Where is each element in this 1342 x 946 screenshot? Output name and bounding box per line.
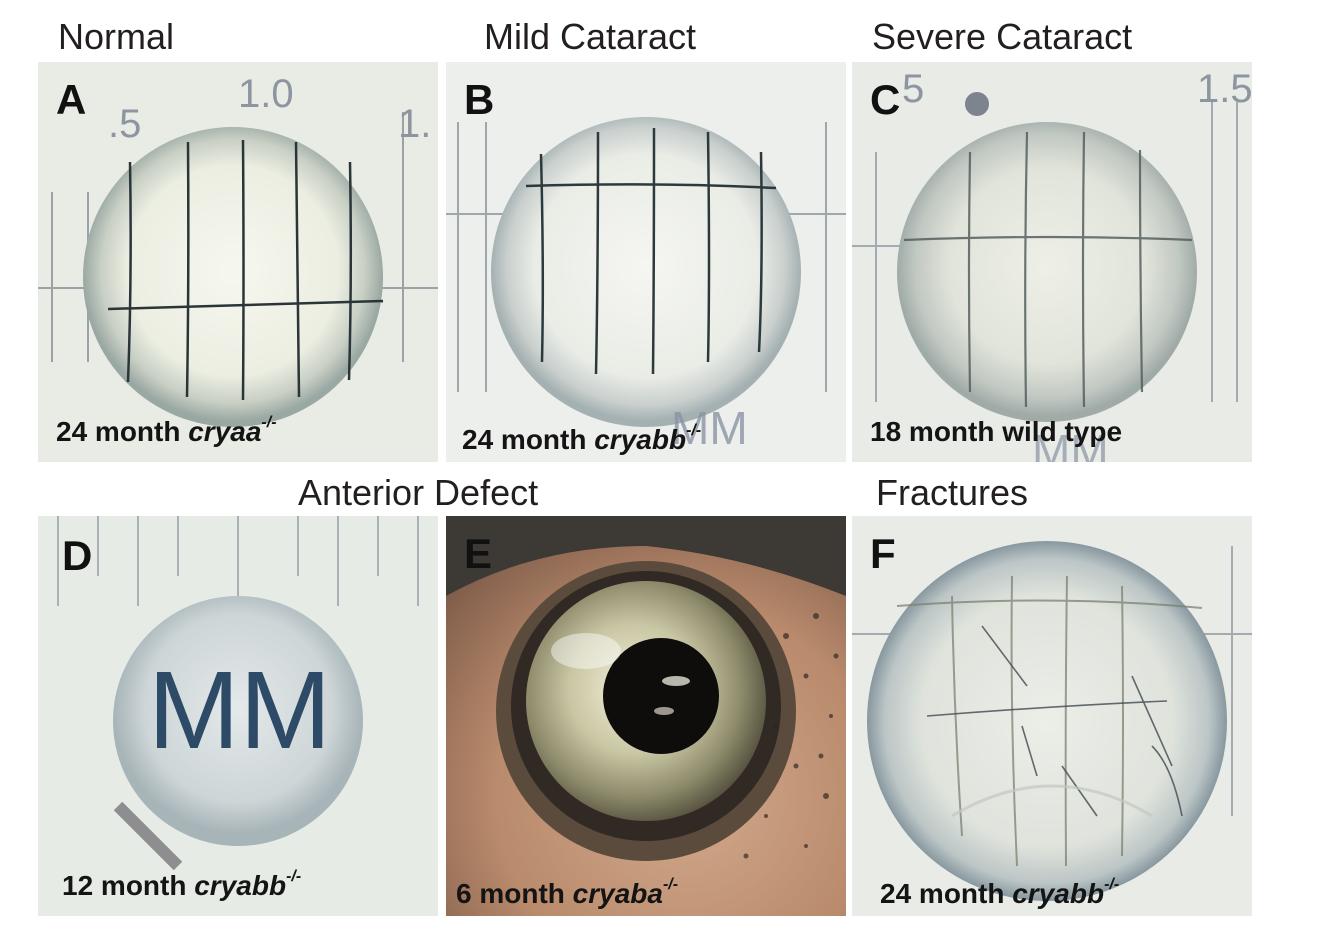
title-normal: Normal xyxy=(58,16,175,57)
fish-eye-image-e xyxy=(446,516,846,916)
ruler-label-a-1: .5 xyxy=(108,102,141,146)
panel-d: MM D 12 month cryabb-/- xyxy=(38,516,438,916)
caption-e: 6 month cryaba-/- xyxy=(456,875,679,910)
ruler-label-c-1: 5 xyxy=(902,67,924,111)
panel-letter-e: E xyxy=(464,530,493,577)
caption-e-genotype: -/- xyxy=(662,875,679,893)
caption-f-genotype: -/- xyxy=(1104,875,1120,893)
caption-f-gene: cryabb xyxy=(1012,878,1105,909)
ruler-label-a-3: 1. xyxy=(398,102,431,146)
caption-e-prefix: 6 month xyxy=(456,878,573,909)
panel-b: MM B 24 month cryabb-/- xyxy=(446,62,846,462)
panel-a: .5 1.0 1. A 24 month cryaa-/- xyxy=(38,62,438,462)
ruler-label-a-2: 1.0 xyxy=(238,72,294,116)
lens-image-c: 5 1.5 MM xyxy=(852,62,1252,462)
caption-f: 24 month cryabb-/- xyxy=(880,875,1120,910)
caption-f-prefix: 24 month xyxy=(880,878,1013,909)
caption-d-genotype: -/- xyxy=(286,867,302,885)
lens-image-f xyxy=(852,516,1252,916)
panel-letter-d: D xyxy=(62,532,93,579)
panel-letter-b: B xyxy=(464,76,495,123)
caption-c: 18 month wild type xyxy=(870,416,1122,448)
title-fractures: Fractures xyxy=(876,472,1029,513)
caption-a: 24 month cryaa-/- xyxy=(56,413,277,448)
lens-text-d: MM xyxy=(148,649,331,772)
panel-c: 5 1.5 MM C 18 month wild type xyxy=(852,62,1252,462)
caption-d-prefix: 12 month xyxy=(62,870,195,901)
caption-a-genotype: -/- xyxy=(261,413,277,431)
panel-letter-c: C xyxy=(870,76,901,123)
panel-f: F 24 month cryabb-/- xyxy=(852,516,1252,916)
lens-image-a: .5 1.0 1. xyxy=(38,62,438,462)
lens-image-b: MM xyxy=(446,62,846,462)
lens-image-d: MM xyxy=(38,516,438,916)
panel-letter-f: F xyxy=(870,530,896,577)
caption-b-prefix: 24 month xyxy=(462,424,595,455)
caption-b: 24 month cryabb-/- xyxy=(462,421,702,456)
title-anterior-defect: Anterior Defect xyxy=(298,472,539,513)
ruler-label-c-2: 1.5 xyxy=(1197,67,1252,111)
panel-letter-a: A xyxy=(56,76,87,123)
caption-d-gene: cryabb xyxy=(194,870,287,901)
panel-e: E 6 month cryaba-/- xyxy=(446,516,846,916)
ruler-label-b-1: MM xyxy=(671,402,748,454)
caption-b-genotype: -/- xyxy=(686,421,702,439)
title-severe-cataract: Severe Cataract xyxy=(872,16,1133,57)
caption-c-text: 18 month wild type xyxy=(870,416,1123,447)
caption-d: 12 month cryabb-/- xyxy=(62,867,302,902)
caption-e-gene: cryaba xyxy=(572,878,663,909)
title-mild-cataract: Mild Cataract xyxy=(484,16,697,57)
caption-b-gene: cryabb xyxy=(594,424,687,455)
caption-a-gene: cryaa xyxy=(188,416,262,447)
caption-a-prefix: 24 month xyxy=(56,416,189,447)
ruler-label-c-3: MM xyxy=(1032,425,1109,462)
